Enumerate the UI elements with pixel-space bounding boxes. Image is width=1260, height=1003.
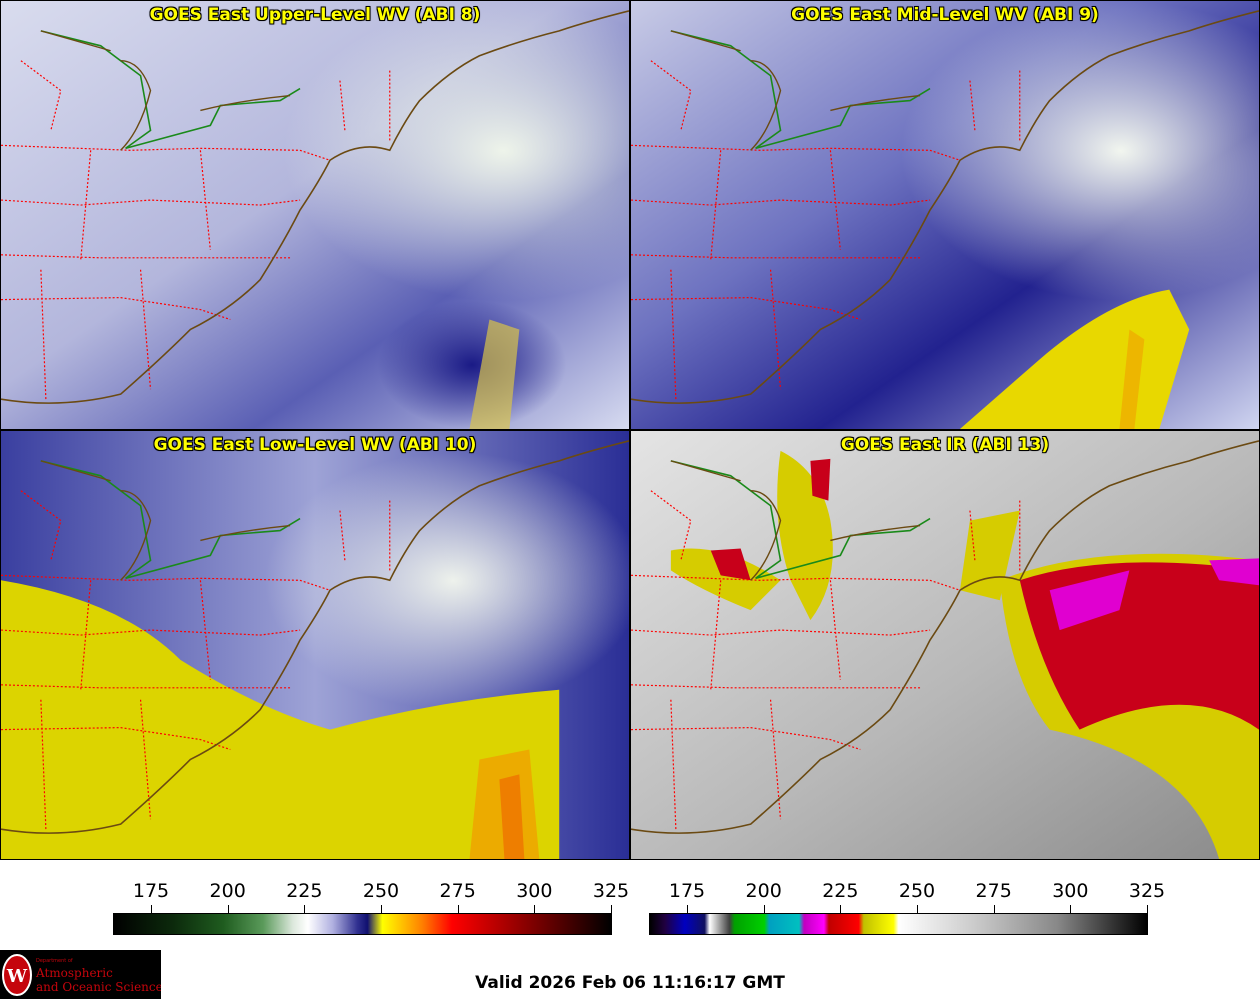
ir-colorbar: 175 200 225 250 275 300 325 bbox=[649, 878, 1165, 935]
state-border bbox=[650, 60, 1021, 141]
state-border bbox=[1, 199, 301, 206]
state-border bbox=[670, 580, 841, 830]
colorbar-tick-mark bbox=[1147, 905, 1148, 913]
uw-crest-icon: W Department of Atmospheric and Oceanic … bbox=[2, 954, 169, 996]
low-level-wv-image bbox=[1, 431, 629, 859]
coastline bbox=[631, 440, 1259, 834]
state-border bbox=[631, 684, 921, 689]
state-border bbox=[631, 574, 961, 591]
ir-panel: GOES East IR (ABI 13) bbox=[630, 430, 1260, 860]
state-border bbox=[20, 60, 391, 141]
state-border bbox=[40, 150, 211, 400]
colorbar-tick-label: 175 bbox=[668, 880, 706, 902]
colorbar-tick-mark bbox=[687, 905, 688, 913]
panel-title: GOES East Upper-Level WV (ABI 8) bbox=[149, 5, 481, 25]
mid-level-wv-panel: GOES East Mid-Level WV (ABI 9) bbox=[630, 0, 1260, 430]
colorbar-tick-mark bbox=[381, 905, 382, 913]
low-level-wv-panel: GOES East Low-Level WV (ABI 10) bbox=[0, 430, 630, 860]
state-border bbox=[1, 629, 301, 636]
colorbar-tick-mark bbox=[534, 905, 536, 913]
mid-level-wv-image bbox=[631, 1, 1259, 429]
colorbar-tick-mark bbox=[1070, 905, 1072, 913]
colorbar-tick-mark bbox=[457, 905, 459, 913]
wv-colorbar-ticks: 175 200 225 250 275 300 325 bbox=[113, 878, 629, 913]
state-border bbox=[1, 574, 331, 591]
colorbar-tick-label: 250 bbox=[362, 880, 400, 902]
state-border bbox=[1, 254, 291, 259]
panel-title: GOES East Mid-Level WV (ABI 9) bbox=[791, 5, 1099, 25]
colorbar-tick-label: 325 bbox=[592, 880, 630, 902]
international-border bbox=[40, 460, 301, 580]
colorbar-tick-mark bbox=[151, 905, 152, 913]
wv-colorbar-scale bbox=[113, 913, 612, 935]
ir-colorbar-ticks: 175 200 225 250 275 300 325 bbox=[649, 878, 1165, 913]
colorbar-tick-label: 225 bbox=[822, 880, 859, 902]
colorbar-tick-mark bbox=[304, 905, 306, 913]
state-border bbox=[1, 684, 291, 689]
state-border bbox=[670, 150, 841, 400]
colorbar-tick-mark bbox=[763, 905, 765, 913]
svg-text:and Oceanic Sciences: and Oceanic Sciences bbox=[36, 980, 161, 994]
state-border bbox=[631, 629, 931, 636]
panel-title: GOES East Low-Level WV (ABI 10) bbox=[153, 435, 477, 455]
state-border bbox=[631, 254, 921, 259]
colorbar-tick-label: 175 bbox=[132, 880, 170, 902]
ir-image bbox=[631, 431, 1259, 859]
coastline bbox=[670, 30, 921, 151]
colorbar-tick-mark bbox=[611, 905, 612, 913]
upper-level-wv-panel: GOES East Upper-Level WV (ABI 8) bbox=[0, 0, 630, 430]
colorbar-tick-label: 250 bbox=[898, 880, 936, 902]
state-border bbox=[631, 144, 961, 161]
colorbar-tick-label: 300 bbox=[1052, 880, 1089, 902]
colorbar-tick-label: 275 bbox=[439, 880, 476, 902]
colorbar-tick-mark bbox=[840, 905, 842, 913]
international-border bbox=[670, 460, 931, 580]
valid-timestamp: Valid 2026 Feb 06 11:16:17 GMT bbox=[475, 973, 785, 993]
state-border bbox=[40, 580, 211, 830]
state-border bbox=[631, 199, 931, 206]
coastline bbox=[1, 10, 629, 404]
colorbar-tick-mark bbox=[227, 905, 229, 913]
panel-title: GOES East IR (ABI 13) bbox=[840, 435, 1050, 455]
colorbar-tick-label: 200 bbox=[209, 880, 246, 902]
aos-logo: W Department of Atmospheric and Oceanic … bbox=[0, 950, 169, 999]
colorbar-tick-mark bbox=[917, 905, 918, 913]
svg-text:Department of: Department of bbox=[36, 958, 73, 964]
ir-colorbar-scale bbox=[649, 913, 1148, 935]
colorbar-tick-label: 325 bbox=[1128, 880, 1166, 902]
coastline bbox=[1, 440, 629, 834]
international-border bbox=[670, 30, 931, 150]
upper-level-wv-image bbox=[1, 1, 629, 429]
svg-text:Atmospheric: Atmospheric bbox=[35, 966, 113, 980]
colorbar-tick-label: 200 bbox=[745, 880, 782, 902]
coastline bbox=[40, 30, 291, 151]
coastline bbox=[40, 460, 291, 581]
colorbar-tick-label: 300 bbox=[516, 880, 553, 902]
state-border bbox=[1, 144, 331, 161]
wv-colorbar: 175 200 225 250 275 300 325 bbox=[113, 878, 629, 935]
colorbar-tick-label: 225 bbox=[286, 880, 323, 902]
coastline bbox=[670, 460, 921, 581]
colorbar-tick-label: 275 bbox=[975, 880, 1012, 902]
coastline bbox=[631, 10, 1259, 404]
international-border bbox=[40, 30, 301, 150]
colorbar-tick-mark bbox=[993, 905, 995, 913]
svg-text:W: W bbox=[6, 966, 28, 987]
